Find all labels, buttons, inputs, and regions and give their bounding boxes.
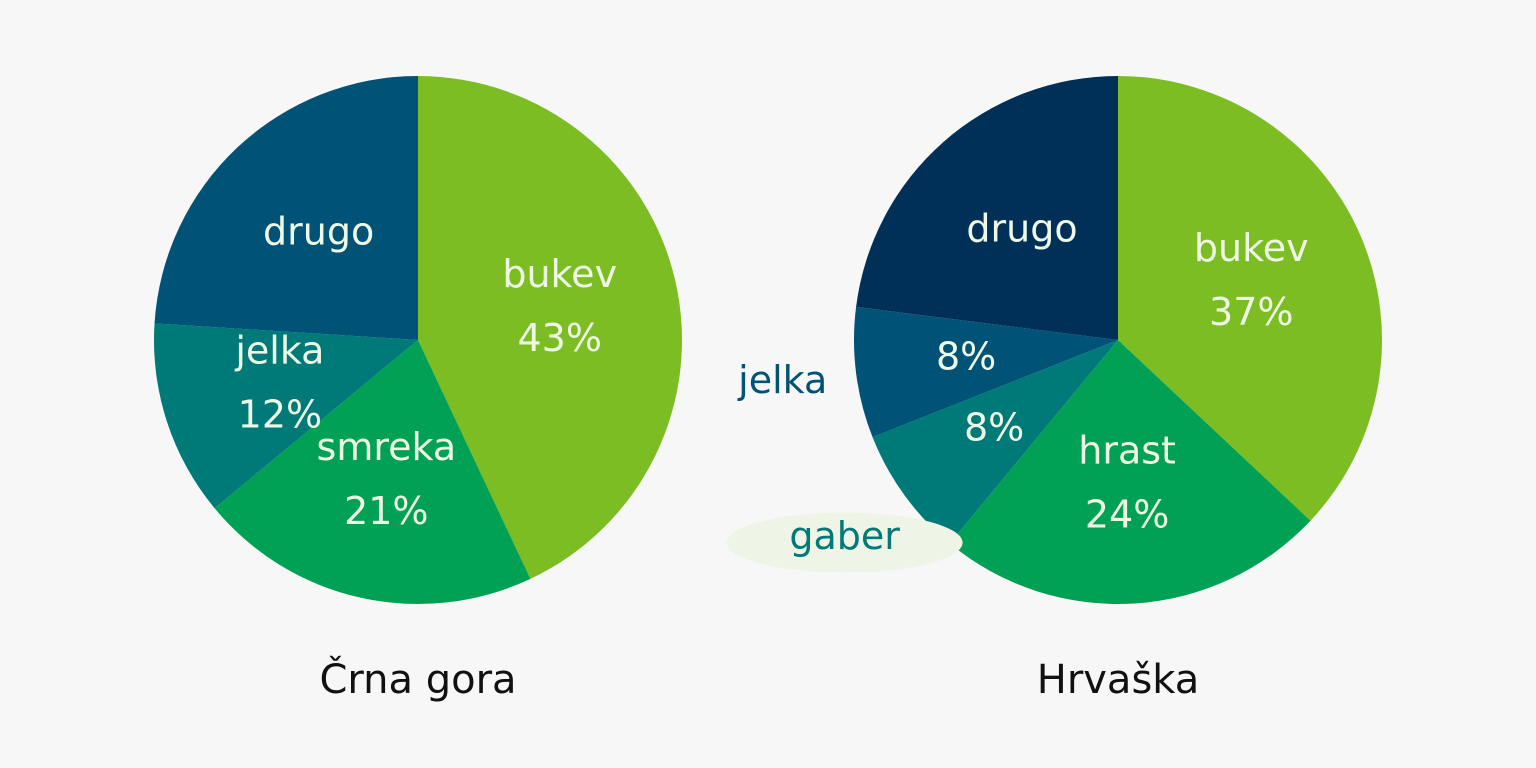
value-label: 8% xyxy=(964,406,1024,450)
slice-label: bukev xyxy=(502,252,617,296)
value-label: 43% xyxy=(517,316,601,360)
pie-slice xyxy=(154,76,419,340)
slice-label: hrast xyxy=(1078,428,1176,472)
value-label: 8% xyxy=(936,335,996,379)
pie-slice xyxy=(854,306,1118,438)
pie-slice xyxy=(1118,76,1383,521)
pie-slice xyxy=(214,340,531,604)
value-label: 24% xyxy=(1085,492,1169,536)
value-label: 21% xyxy=(344,489,428,533)
pie-slice xyxy=(418,76,683,579)
value-label: 37% xyxy=(1209,290,1293,334)
chart-title: Hrvaška xyxy=(1037,657,1200,703)
slice-label: smreka xyxy=(317,425,457,469)
slice-label: jelka xyxy=(234,328,324,372)
value-label: 12% xyxy=(238,392,322,436)
slice-label: bukev xyxy=(1194,226,1309,270)
label-highlight xyxy=(726,512,963,573)
slice-label: drugo xyxy=(263,210,374,254)
slice-label: jelka xyxy=(737,358,827,402)
slice-label: gaber xyxy=(789,514,900,558)
pie-slice xyxy=(872,340,1118,544)
slice-label: drugo xyxy=(966,207,1077,251)
pie-slice xyxy=(154,323,419,509)
chart-title: Črna gora xyxy=(319,655,516,703)
pie-slice xyxy=(949,340,1311,605)
pie-slice xyxy=(856,76,1118,340)
